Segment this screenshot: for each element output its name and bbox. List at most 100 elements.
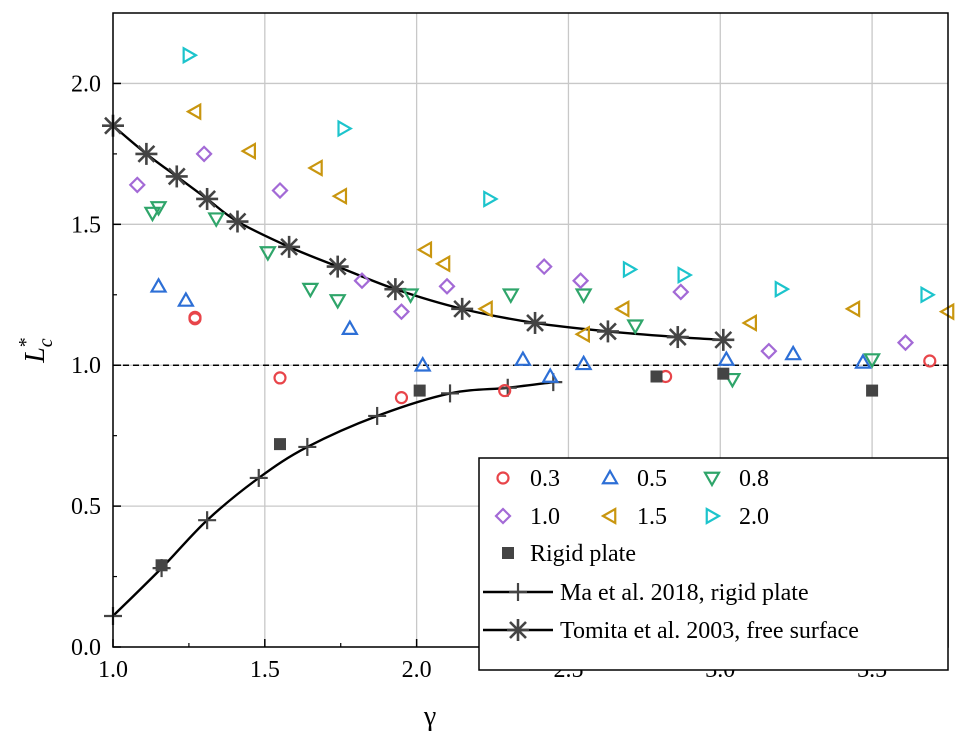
legend-marker-triangle-right bbox=[705, 507, 722, 525]
point-triangle-left bbox=[416, 240, 433, 259]
point-triangle-down bbox=[401, 288, 420, 304]
asterisk-stroke bbox=[280, 237, 299, 256]
point-triangle-down bbox=[574, 288, 593, 304]
curve-marker-asterisk bbox=[596, 320, 619, 343]
point-diamond bbox=[195, 145, 213, 163]
y-axis-title-sup: * bbox=[15, 337, 37, 347]
curve-marker-asterisk bbox=[666, 326, 689, 349]
gridlines bbox=[112, 13, 948, 648]
point-triangle-right bbox=[622, 260, 639, 279]
curve-marker-plus bbox=[249, 468, 268, 487]
legend-marker-diamond bbox=[494, 507, 512, 525]
y-axis-title-main: L bbox=[20, 347, 51, 364]
point-circle bbox=[923, 354, 937, 368]
point-triangle-left bbox=[741, 314, 757, 332]
x-tick-label: 2.0 bbox=[402, 657, 432, 683]
point-circle bbox=[394, 391, 409, 405]
legend-marker-triangle-down bbox=[703, 471, 721, 488]
asterisk-stroke bbox=[328, 257, 347, 276]
asterisk-stroke bbox=[599, 322, 617, 341]
point-diamond bbox=[572, 272, 590, 290]
data-points bbox=[128, 46, 955, 572]
legend-marker-triangle-up bbox=[601, 468, 619, 485]
point-triangle-down bbox=[501, 288, 520, 304]
point-circle bbox=[188, 312, 202, 326]
point-square bbox=[717, 367, 730, 380]
point-triangle-left bbox=[307, 159, 323, 177]
asterisk-stroke bbox=[453, 299, 472, 318]
point-triangle-up bbox=[340, 319, 359, 335]
curve-marker-asterisk bbox=[712, 328, 735, 351]
asterisk-stroke bbox=[668, 328, 687, 346]
asterisk-stroke bbox=[386, 280, 405, 299]
point-triangle-right bbox=[774, 280, 791, 299]
point-triangle-up bbox=[541, 367, 560, 383]
x-tick-label: 1.5 bbox=[250, 657, 280, 683]
point-diamond bbox=[438, 277, 456, 295]
curve-marker-asterisk bbox=[226, 210, 249, 233]
point-square bbox=[650, 370, 663, 383]
point-triangle-right bbox=[337, 119, 353, 138]
point-triangle-up bbox=[854, 353, 872, 369]
curve-marker-asterisk bbox=[165, 165, 188, 188]
curve-marker-plus bbox=[198, 511, 217, 530]
point-triangle-left bbox=[434, 254, 451, 273]
legend-label: Rigid plate bbox=[530, 541, 636, 567]
curve-marker-asterisk bbox=[326, 255, 349, 278]
point-diamond bbox=[392, 303, 411, 321]
point-triangle-down bbox=[258, 246, 277, 262]
legend-marker-asterisk bbox=[507, 619, 529, 641]
point-triangle-left bbox=[574, 325, 590, 344]
point-triangle-down bbox=[626, 319, 645, 335]
curve-marker-asterisk bbox=[278, 235, 301, 258]
legend-label: 1.0 bbox=[530, 504, 560, 530]
legend-marker-circle bbox=[496, 471, 510, 485]
asterisk-stroke bbox=[167, 167, 186, 186]
x-axis-title: γ bbox=[423, 701, 436, 732]
point-triangle-right bbox=[182, 46, 199, 65]
point-triangle-right bbox=[483, 190, 499, 208]
asterisk-stroke bbox=[228, 212, 247, 231]
point-circle bbox=[498, 383, 512, 398]
y-tick-label: 2.0 bbox=[71, 71, 101, 97]
legend-label: 1.5 bbox=[637, 504, 667, 530]
point-diamond bbox=[896, 334, 915, 352]
point-triangle-up bbox=[176, 291, 195, 307]
x-tick-label: 1.0 bbox=[98, 657, 128, 683]
curve-marker-asterisk bbox=[451, 297, 474, 320]
point-triangle-left bbox=[844, 299, 861, 318]
point-diamond bbox=[760, 342, 778, 360]
asterisk-stroke bbox=[198, 190, 217, 208]
curve-marker-plus bbox=[298, 437, 317, 456]
point-triangle-down bbox=[149, 201, 168, 217]
legend-label: 2.0 bbox=[739, 504, 769, 530]
point-triangle-left bbox=[331, 187, 348, 206]
point-triangle-down bbox=[143, 206, 162, 223]
curve-marker-plus bbox=[498, 378, 517, 397]
point-triangle-left bbox=[477, 299, 493, 318]
legend-marker-square bbox=[502, 547, 514, 559]
point-triangle-down bbox=[863, 353, 881, 369]
point-triangle-down bbox=[301, 282, 320, 299]
point-triangle-down bbox=[723, 372, 742, 389]
y-tick-label: 0.0 bbox=[71, 635, 101, 661]
point-square bbox=[274, 438, 286, 451]
point-triangle-left bbox=[240, 142, 256, 160]
tick-labels: 1.01.52.02.53.03.50.00.51.01.52.0 bbox=[71, 71, 887, 683]
point-circle bbox=[273, 371, 287, 385]
curve-marker-plus bbox=[368, 406, 387, 425]
asterisk-stroke bbox=[137, 144, 156, 163]
point-triangle-up bbox=[574, 354, 593, 371]
point-square bbox=[413, 384, 426, 397]
curve-marker-plus bbox=[441, 384, 460, 403]
point-square bbox=[155, 559, 168, 572]
point-square bbox=[866, 384, 879, 397]
point-diamond bbox=[271, 181, 289, 200]
legend-marker-plus bbox=[509, 583, 527, 601]
legend-label: 0.3 bbox=[530, 466, 560, 492]
point-triangle-right bbox=[920, 285, 936, 304]
point-triangle-right bbox=[677, 266, 694, 284]
point-diamond bbox=[535, 258, 553, 276]
curve-marker-asterisk bbox=[524, 311, 547, 334]
point-triangle-up bbox=[784, 344, 803, 361]
